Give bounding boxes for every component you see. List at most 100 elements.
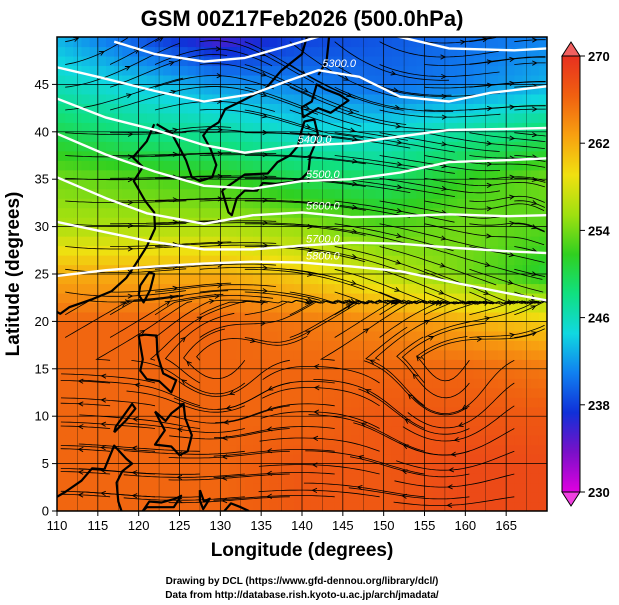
- heatmap-cell: [465, 482, 475, 493]
- heatmap-cell: [244, 283, 254, 294]
- heatmap-cell: [293, 179, 303, 190]
- streamline-arrow: [486, 161, 493, 167]
- streamline: [214, 426, 335, 439]
- heatmap-cell: [236, 103, 246, 114]
- heatmap-cell: [269, 378, 279, 389]
- heatmap-cell: [285, 454, 295, 465]
- heatmap-cell: [138, 292, 148, 304]
- heatmap-cell: [375, 482, 385, 493]
- heatmap-cell: [359, 188, 368, 199]
- heatmap-cell: [334, 188, 344, 199]
- heatmap-cell: [195, 416, 205, 427]
- heatmap-cell: [367, 340, 377, 351]
- heatmap-cell: [57, 444, 66, 455]
- heatmap-cell: [457, 340, 466, 351]
- heatmap-cell: [106, 103, 115, 114]
- heatmap-cell: [424, 501, 434, 511]
- heatmap-cell: [187, 112, 197, 123]
- heatmap-cell: [465, 217, 475, 228]
- heatmap-cell: [449, 84, 458, 95]
- heatmap-cell: [138, 274, 148, 285]
- heatmap-cell: [57, 188, 66, 199]
- heatmap-cell: [514, 198, 524, 209]
- heatmap-cell: [163, 141, 172, 152]
- heatmap-cell: [408, 378, 417, 389]
- heatmap-cell: [318, 359, 328, 370]
- heatmap-cell: [481, 122, 491, 133]
- heatmap-cell: [261, 37, 270, 48]
- heatmap-cell: [391, 482, 401, 493]
- heatmap-cell: [204, 112, 213, 123]
- heatmap-cell: [481, 198, 491, 209]
- heatmap-cell: [155, 55, 164, 67]
- heatmap-cell: [138, 359, 148, 370]
- heatmap-cell: [261, 236, 270, 247]
- heatmap-cell: [228, 65, 238, 76]
- heatmap-cell: [375, 55, 385, 67]
- heatmap-cell: [57, 321, 66, 332]
- heatmap-cell: [253, 65, 262, 76]
- heatmap-cell: [310, 425, 319, 436]
- heatmap-cell: [97, 501, 107, 511]
- heatmap-cell: [195, 387, 205, 398]
- heatmap-cell: [73, 368, 83, 379]
- heatmap-cell: [432, 55, 442, 67]
- heatmap-cell: [432, 463, 442, 474]
- heatmap-cell: [114, 169, 123, 180]
- heatmap-cell: [81, 169, 91, 180]
- heatmap-cell: [73, 122, 83, 133]
- heatmap-cell: [106, 378, 115, 389]
- heatmap-cell: [163, 397, 172, 408]
- heatmap-cell: [318, 463, 328, 474]
- heatmap-cell: [367, 84, 377, 95]
- heatmap-cell: [449, 169, 458, 180]
- heatmap-cell: [106, 46, 115, 57]
- heatmap-cell: [424, 122, 434, 133]
- heatmap-cell: [73, 340, 83, 351]
- heatmap-cell: [277, 359, 287, 370]
- heatmap-cell: [489, 179, 499, 190]
- heatmap-cell: [220, 416, 230, 427]
- heatmap-cell: [269, 482, 279, 493]
- heatmap-cell: [334, 160, 344, 171]
- heatmap-cell: [130, 321, 140, 332]
- heatmap-cell: [481, 217, 491, 228]
- heatmap-cell: [122, 179, 132, 190]
- heatmap-cell: [89, 198, 99, 209]
- heatmap-cell: [522, 340, 532, 351]
- streamline-arrow: [266, 448, 273, 454]
- heatmap-cell: [400, 359, 409, 370]
- heatmap-cell: [302, 397, 311, 408]
- heatmap-cell: [416, 463, 426, 474]
- heatmap-cell: [244, 236, 254, 247]
- heatmap-cell: [65, 454, 74, 465]
- streamline: [350, 456, 470, 478]
- heatmap-cell: [97, 217, 107, 228]
- heatmap-cell: [228, 103, 238, 114]
- heatmap-cell: [310, 292, 319, 304]
- heatmap-cell: [416, 283, 426, 294]
- heatmap-cell: [400, 330, 409, 341]
- heatmap-cell: [285, 425, 295, 436]
- heatmap-cell: [187, 74, 197, 85]
- streamline-arrow: [450, 451, 457, 457]
- heatmap-cell: [179, 179, 189, 190]
- heatmap-cell: [342, 141, 352, 152]
- heatmap-cell: [138, 169, 148, 180]
- heatmap-cell: [400, 198, 409, 209]
- heatmap-cell: [416, 387, 426, 398]
- heatmap-cell: [114, 65, 123, 76]
- heatmap-cell: [440, 349, 450, 360]
- heatmap-cell: [465, 501, 475, 511]
- heatmap-cell: [489, 122, 499, 133]
- heatmap-cell: [155, 397, 164, 408]
- heatmap-cell: [204, 198, 213, 209]
- heatmap-cell: [138, 55, 148, 67]
- heatmap-cell: [326, 444, 336, 455]
- heatmap-cell: [530, 217, 540, 228]
- heatmap-cell: [318, 482, 328, 493]
- heatmap-cell: [179, 169, 189, 180]
- heatmap-cell: [481, 292, 491, 304]
- streamline-arrow: [440, 54, 447, 60]
- heatmap-cell: [228, 226, 238, 237]
